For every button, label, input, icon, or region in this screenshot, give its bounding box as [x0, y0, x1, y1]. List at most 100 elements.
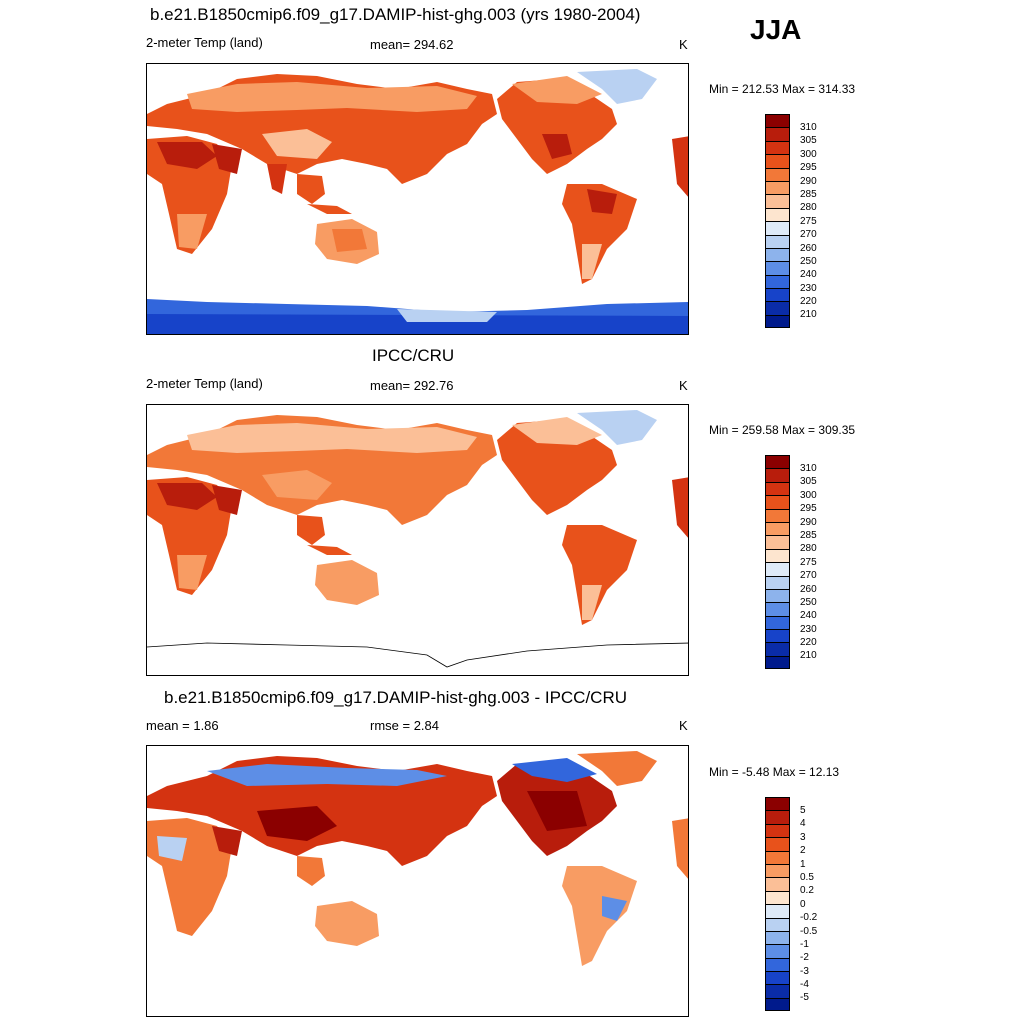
panel2-units-label: K [679, 378, 688, 393]
colorbar-tick-label: -0.5 [800, 925, 818, 937]
colorbar-swatch [765, 904, 790, 918]
colorbar-tick-label: 285 [800, 529, 817, 541]
colorbar-swatch [765, 548, 790, 563]
colorbar-swatch [765, 629, 790, 643]
colorbar-swatch [765, 984, 790, 998]
colorbar-tick-label: 260 [800, 583, 817, 595]
colorbar-tick-label: -2 [800, 952, 809, 964]
colorbar-swatch [765, 971, 790, 985]
panel2-title: IPCC/CRU [372, 346, 455, 365]
colorbar-swatch [765, 127, 790, 141]
colorbar-swatch [765, 114, 790, 128]
colorbar-tick-label: 280 [800, 543, 817, 555]
colorbar-tick-label: 275 [800, 215, 817, 227]
colorbar-tick-label: 210 [800, 650, 817, 662]
colorbar-swatch [765, 221, 790, 235]
colorbar-tick-label: 210 [800, 309, 817, 321]
panel2-map [146, 404, 689, 676]
colorbar-swatch [765, 194, 790, 208]
colorbar-swatch [765, 234, 790, 248]
colorbar-swatch [765, 823, 790, 838]
panel1-minmax: Min = 212.53 Max = 314.33 [709, 82, 856, 96]
colorbar-swatch [765, 930, 790, 945]
colorbar-tick-label: 0 [800, 898, 806, 910]
colorbar-swatch [765, 863, 790, 878]
panel1-colorbar-labels: 310 305 300 295 290 285 280 275 270 260 250 240 230 2… [800, 121, 817, 322]
colorbar-swatch [765, 535, 790, 549]
colorbar-tick-label: 240 [800, 610, 817, 622]
colorbar-tick-label: 300 [800, 489, 817, 501]
colorbar-tick-label: 295 [800, 503, 817, 515]
panel3-units-label: K [679, 718, 688, 733]
colorbar-swatch [765, 154, 790, 168]
colorbar-tick-label: 250 [800, 596, 817, 608]
colorbar-swatch [765, 468, 790, 482]
colorbar-tick-label: 230 [800, 282, 817, 294]
colorbar-swatch [765, 562, 790, 576]
panel1-units-label: K [679, 37, 688, 52]
colorbar-tick-label: 305 [800, 476, 817, 488]
colorbar-tick-label: 5 [800, 805, 806, 816]
panel1-mean-label: mean= 294.62 [370, 37, 454, 52]
panel3-colorbar [765, 797, 790, 1012]
panel3-minmax: Min = -5.48 Max = 12.13 [709, 765, 840, 779]
colorbar-tick-label: 0.2 [800, 885, 814, 897]
colorbar-tick-label: -0.2 [800, 912, 818, 924]
colorbar-swatch [765, 261, 790, 275]
panel1-map [146, 63, 689, 335]
colorbar-swatch [765, 301, 790, 315]
colorbar-tick-label: 295 [800, 162, 817, 174]
colorbar-tick-label: -5 [800, 992, 809, 1004]
colorbar-swatch [765, 521, 790, 536]
colorbar-swatch [765, 495, 790, 509]
panel1-colorbar [765, 114, 790, 329]
colorbar-swatch [765, 797, 790, 811]
colorbar-swatch [765, 997, 790, 1012]
colorbar-swatch [765, 642, 790, 656]
colorbar-swatch [765, 481, 790, 496]
colorbar-swatch [765, 602, 790, 616]
colorbar-swatch [765, 140, 790, 155]
colorbar-swatch [765, 810, 790, 824]
colorbar-tick-label: 1 [800, 858, 806, 870]
colorbar-swatch [765, 655, 790, 670]
colorbar-swatch [765, 575, 790, 589]
colorbar-swatch [765, 207, 790, 222]
colorbar-tick-label: 290 [800, 516, 817, 528]
colorbar-swatch [765, 167, 790, 181]
colorbar-swatch [765, 247, 790, 262]
colorbar-tick-label: 3 [800, 831, 806, 843]
colorbar-tick-label: 300 [800, 148, 817, 160]
colorbar-tick-label: 250 [800, 255, 817, 267]
colorbar-swatch [765, 877, 790, 891]
colorbar-tick-label: 0.5 [800, 871, 814, 883]
colorbar-swatch [765, 455, 790, 469]
colorbar-swatch [765, 314, 790, 329]
colorbar-tick-label: -4 [800, 979, 809, 991]
colorbar-tick-label: 2 [800, 845, 806, 857]
panel2-colorbar [765, 455, 790, 670]
colorbar-tick-label: 275 [800, 556, 817, 568]
panel3-map [146, 745, 689, 1017]
panel2-minmax: Min = 259.58 Max = 309.35 [709, 423, 856, 437]
colorbar-swatch [765, 837, 790, 851]
colorbar-swatch [765, 288, 790, 302]
panel2-mean-label: mean= 292.76 [370, 378, 454, 393]
colorbar-swatch [765, 180, 790, 195]
season-label: JJA [750, 14, 802, 45]
colorbar-swatch [765, 917, 790, 931]
panel1-title: b.e21.B1850cmip6.f09_g17.DAMIP-hist-ghg.… [150, 5, 641, 24]
colorbar-tick-label: 270 [800, 229, 817, 241]
colorbar-tick-label: 4 [800, 818, 806, 830]
colorbar-tick-label: 285 [800, 188, 817, 200]
colorbar-tick-label: 310 [800, 122, 817, 133]
colorbar-tick-label: 270 [800, 570, 817, 582]
panel2-colorbar-labels: 310 305 300 295 290 285 280 275 270 260 250 240 230 2… [800, 462, 817, 663]
colorbar-tick-label: -3 [800, 965, 809, 977]
colorbar-swatch [765, 588, 790, 603]
colorbar-tick-label: 305 [800, 135, 817, 147]
colorbar-tick-label: 220 [800, 296, 817, 308]
colorbar-tick-label: 230 [800, 623, 817, 635]
colorbar-tick-label: 260 [800, 242, 817, 254]
colorbar-tick-label: 290 [800, 175, 817, 187]
